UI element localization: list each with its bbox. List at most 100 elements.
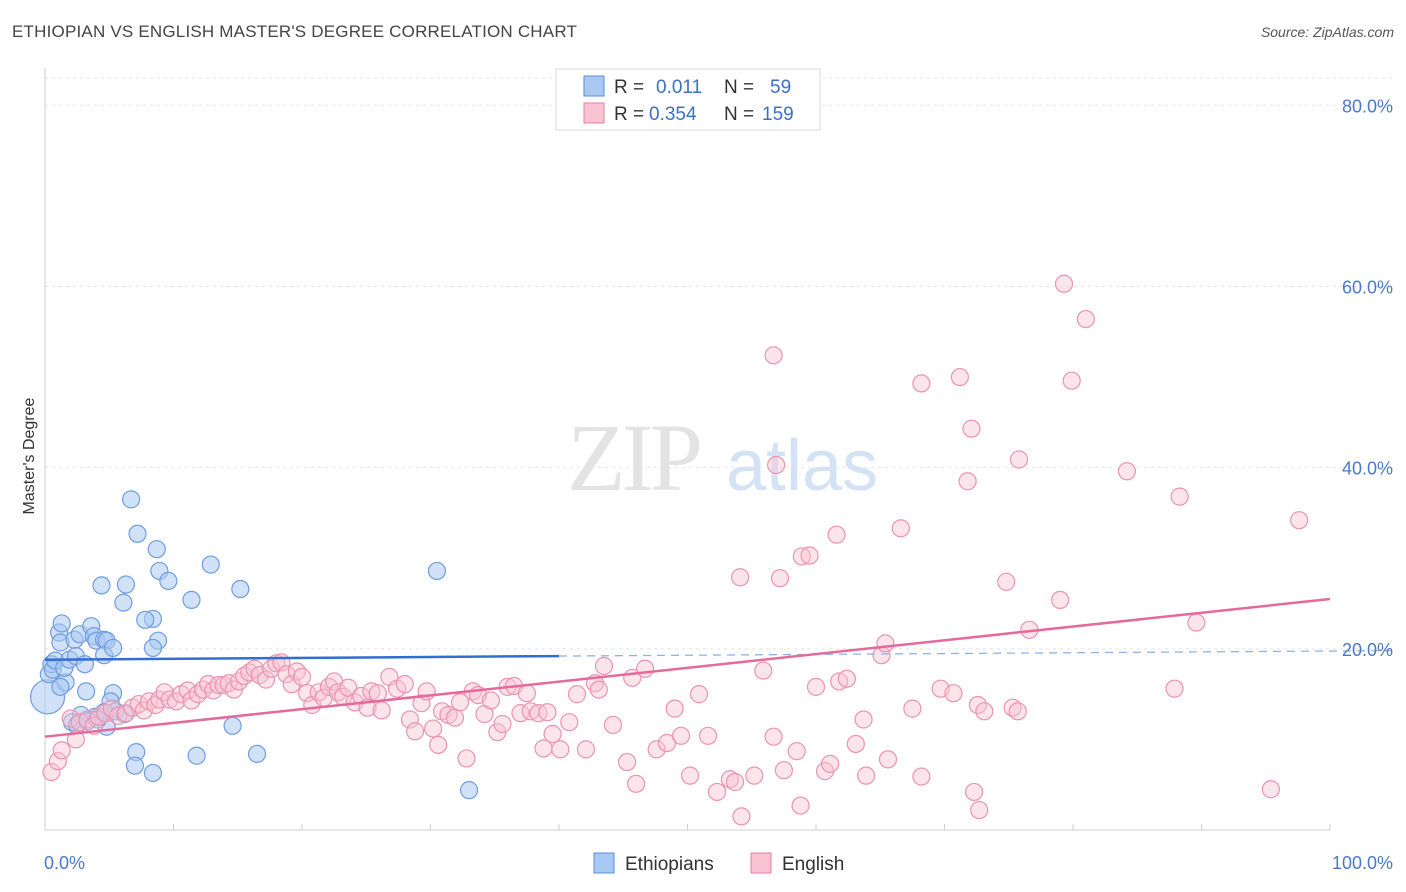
x-tick-label-1: 100.0% <box>1332 853 1393 873</box>
english-point-60 <box>372 701 391 720</box>
ethiopians-point-47 <box>223 716 242 735</box>
english-point-125 <box>854 710 873 729</box>
english-point-163 <box>767 455 786 475</box>
english-point-64 <box>400 710 420 729</box>
y-tick-label-0: 20.0% <box>1342 640 1393 660</box>
ethiopians-point-37 <box>427 561 447 581</box>
legend-n-label-english: N = <box>724 104 754 125</box>
english-point-33 <box>229 672 249 691</box>
english-point-48 <box>309 683 328 702</box>
english-point-135 <box>970 800 989 820</box>
english-point-44 <box>287 662 306 681</box>
chart-source: Source: ZipAtlas.com <box>1260 24 1394 40</box>
english-point-50 <box>319 677 339 696</box>
ethiopians-trend-line <box>44 654 560 661</box>
english-point-142 <box>792 547 811 566</box>
english-point-95 <box>589 680 608 699</box>
bottom-legend-label-ethiopians: Ethiopians <box>625 854 714 875</box>
english-point-65 <box>405 722 425 741</box>
legend-swatch-english <box>583 102 605 124</box>
english-point-147 <box>950 367 970 387</box>
english-point-140 <box>731 568 750 587</box>
english-point-100 <box>626 774 646 793</box>
english-point-112 <box>732 807 751 826</box>
english-point-73 <box>450 693 470 712</box>
english-point-126 <box>857 766 876 785</box>
english-point-143 <box>800 546 819 565</box>
english-point-118 <box>791 796 810 815</box>
english-point-128 <box>876 634 895 653</box>
ethiopians-point-53 <box>459 781 479 800</box>
english-point-4 <box>66 730 85 749</box>
english-point-28 <box>204 681 223 700</box>
english-point-108 <box>698 726 718 745</box>
english-point-101 <box>635 659 655 678</box>
english-point-134 <box>964 782 984 802</box>
english-trend-line <box>44 597 1331 738</box>
english-points <box>42 274 1309 826</box>
english-point-97 <box>603 715 623 735</box>
english-point-72 <box>445 708 465 727</box>
ethiopians-point-23 <box>116 575 136 594</box>
english-point-153 <box>1051 590 1070 610</box>
ethiopians-point-56 <box>51 677 70 696</box>
english-point-68 <box>423 719 443 738</box>
bottom-legend-swatch-ethiopians <box>593 852 615 874</box>
legend-r-value-english: 0.354 <box>649 104 697 125</box>
ethiopians-point-49 <box>125 756 145 775</box>
tick-labels: 20.0% 40.0% 60.0% 80.0% 0.0% 100.0% <box>44 96 1393 873</box>
english-point-159 <box>1187 613 1206 632</box>
grid-lines <box>45 77 1392 650</box>
ethiopians-point-35 <box>201 555 220 574</box>
ethiopians-point-25 <box>128 524 147 543</box>
english-point-96 <box>594 656 614 676</box>
english-point-139 <box>1008 702 1027 721</box>
ethiopians-point-34 <box>182 590 201 610</box>
english-point-133 <box>944 684 963 703</box>
legend-n-label-ethiopians: N = <box>724 77 754 98</box>
y-tick-label-1: 40.0% <box>1342 459 1393 479</box>
english-point-119 <box>806 677 826 696</box>
english-point-105 <box>671 726 691 745</box>
y-axis-title: Master's Degree <box>21 397 38 514</box>
ethiopians-point-33 <box>143 638 163 658</box>
english-point-144 <box>827 525 846 544</box>
english-point-10 <box>102 699 121 718</box>
english-point-130 <box>903 699 922 718</box>
ethiopians-point-31 <box>136 610 155 629</box>
ethiopians-point-21 <box>104 638 123 658</box>
english-point-114 <box>754 661 773 680</box>
english-point-38 <box>256 670 276 689</box>
english-point-158 <box>1170 487 1189 506</box>
english-point-160 <box>1165 679 1184 698</box>
english-point-78 <box>481 691 500 710</box>
ethiopians-points <box>29 490 479 800</box>
english-point-155 <box>1054 274 1074 293</box>
english-point-102 <box>647 740 666 759</box>
ethiopians-point-52 <box>247 744 267 764</box>
ethiopians-point-57 <box>77 682 96 701</box>
x-tick-label-0: 0.0% <box>44 853 85 873</box>
english-point-84 <box>517 684 536 703</box>
english-point-123 <box>837 669 856 688</box>
watermark-zip: ZIP <box>567 404 700 511</box>
english-point-93 <box>576 740 596 759</box>
ethiopians-point-6 <box>52 614 71 633</box>
english-point-58 <box>362 682 381 701</box>
series-legend: Ethiopians English <box>593 852 844 875</box>
english-point-146 <box>912 374 931 393</box>
ethiopians-point-29 <box>159 571 178 590</box>
english-point-91 <box>560 713 579 732</box>
english-point-66 <box>412 694 431 713</box>
english-point-113 <box>745 766 764 785</box>
english-point-150 <box>997 572 1016 591</box>
english-point-110 <box>720 770 740 789</box>
english-point-92 <box>567 685 587 704</box>
watermark: ZIP atlas <box>567 404 878 511</box>
legend-r-label-ethiopians: R = <box>614 77 644 98</box>
ethiopians-point-24 <box>114 593 133 612</box>
ethiopians-point-50 <box>143 763 163 783</box>
english-point-145 <box>891 519 910 538</box>
bottom-legend-label-english: English <box>782 854 844 875</box>
english-point-156 <box>1076 309 1095 329</box>
